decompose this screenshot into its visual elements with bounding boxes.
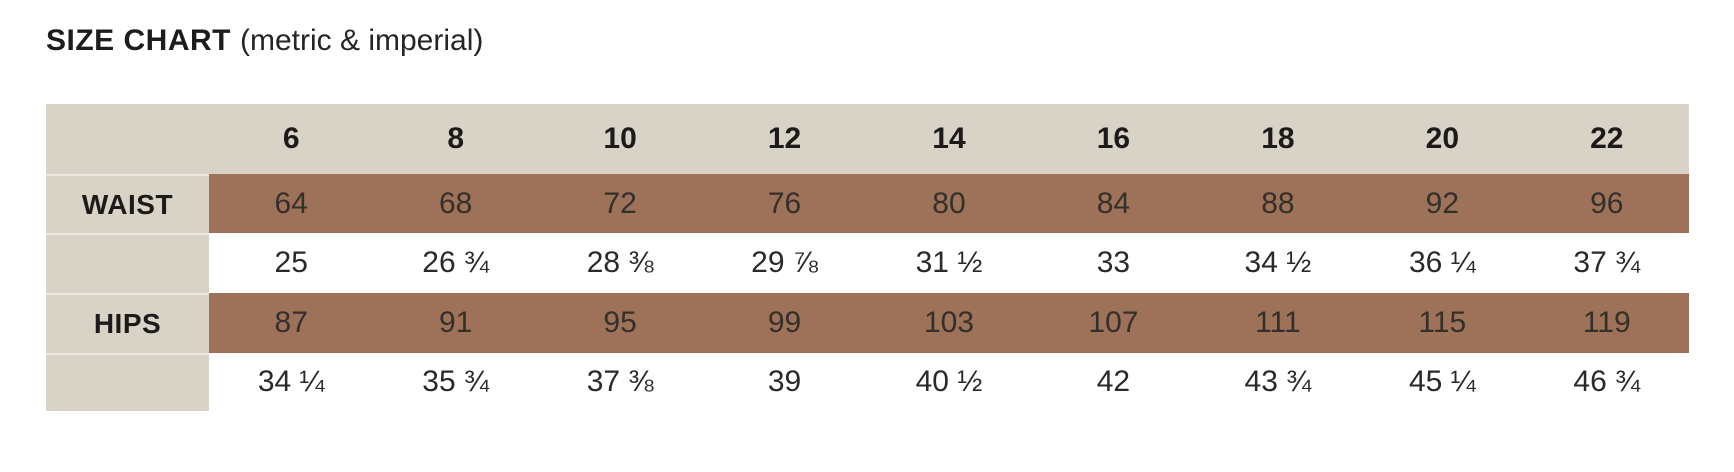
size-header-18: 18: [1195, 104, 1361, 174]
page-title: SIZE CHART (metric & imperial): [46, 24, 483, 57]
waist-imperial-value: 34 ½: [1195, 233, 1361, 293]
waist-metric-value: 80: [866, 174, 1032, 233]
row-label-waist: WAIST: [46, 174, 209, 233]
waist-imperial-value: 28 ⅜: [537, 233, 703, 293]
size-header-20: 20: [1360, 104, 1525, 174]
hips-imperial-value: 40 ½: [866, 353, 1032, 411]
page-title-main: SIZE CHART: [46, 24, 231, 57]
waist-imperial-value: 37 ¾: [1524, 233, 1689, 293]
hips-metric-value: 91: [373, 293, 538, 353]
waist-metric-value: 96: [1524, 174, 1689, 233]
size-header-12: 12: [702, 104, 867, 174]
waist-imperial-value: 29 ⅞: [702, 233, 867, 293]
corner-cell: [46, 104, 209, 174]
hips-imperial-value: 43 ¾: [1195, 353, 1361, 411]
hips-metric-value: 119: [1524, 293, 1689, 353]
size-chart-table: 6 8 10 12 14 16 18 20 22 WAIST 64 68 72 …: [46, 104, 1689, 411]
hips-metric-value: 103: [866, 293, 1032, 353]
size-header-16: 16: [1031, 104, 1196, 174]
page-title-suffix: (metric & imperial): [240, 24, 484, 57]
waist-metric-value: 88: [1195, 174, 1361, 233]
waist-metric-value: 84: [1031, 174, 1196, 233]
hips-metric-value: 95: [537, 293, 703, 353]
waist-metric-value: 76: [702, 174, 867, 233]
size-header-8: 8: [373, 104, 538, 174]
row-label-hips: HIPS: [46, 293, 209, 353]
hips-metric-value: 115: [1360, 293, 1525, 353]
waist-metric-value: 92: [1360, 174, 1525, 233]
hips-metric-value: 111: [1195, 293, 1361, 353]
hips-imperial-value: 37 ⅜: [537, 353, 703, 411]
hips-imperial-value: 42: [1031, 353, 1196, 411]
waist-imperial-value: 36 ¼: [1360, 233, 1525, 293]
size-header-10: 10: [537, 104, 703, 174]
waist-imperial-value: 33: [1031, 233, 1196, 293]
hips-imperial-value: 34 ¼: [209, 353, 374, 411]
size-header-22: 22: [1524, 104, 1689, 174]
hips-metric-value: 87: [209, 293, 374, 353]
hips-metric-value: 99: [702, 293, 867, 353]
waist-imperial-value: 25: [209, 233, 374, 293]
hips-imperial-value: 35 ¾: [373, 353, 538, 411]
waist-metric-value: 72: [537, 174, 703, 233]
waist-imperial-value: 26 ¾: [373, 233, 538, 293]
row-label-hips-imperial: [46, 353, 209, 411]
row-label-waist-imperial: [46, 233, 209, 293]
size-header-14: 14: [866, 104, 1032, 174]
waist-metric-value: 68: [373, 174, 538, 233]
waist-metric-value: 64: [209, 174, 374, 233]
hips-metric-value: 107: [1031, 293, 1196, 353]
size-header-6: 6: [209, 104, 374, 174]
hips-imperial-value: 45 ¼: [1360, 353, 1525, 411]
hips-imperial-value: 46 ¾: [1524, 353, 1689, 411]
waist-imperial-value: 31 ½: [866, 233, 1032, 293]
hips-imperial-value: 39: [702, 353, 867, 411]
